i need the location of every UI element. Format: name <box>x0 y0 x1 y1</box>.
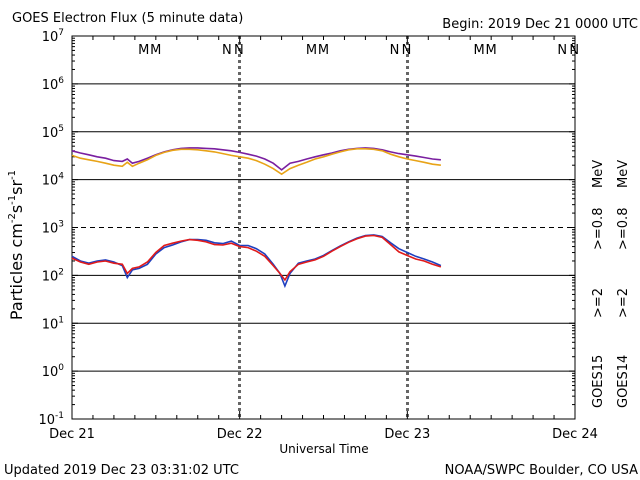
marker-letter: N <box>390 43 400 58</box>
y-label-text: sr <box>7 180 26 195</box>
legend: GOES15 >=2 >=0.8 MeV GOES14 >=2 >=0.8 MeV <box>591 160 631 408</box>
credit-text: NOAA/SWPC Boulder, CO USA <box>445 463 638 478</box>
y-tick-label: 105 <box>42 124 64 141</box>
y-tick-label: 106 <box>42 76 65 93</box>
y-tick-label: 100 <box>42 363 65 380</box>
marker-letter: M <box>138 43 149 58</box>
legend-entry: GOES14 <box>616 355 631 408</box>
legend-entry: GOES15 <box>591 355 606 408</box>
y-tick-label: 102 <box>42 267 64 284</box>
legend-entry: >=0.8 <box>616 208 631 250</box>
x-tick-label: Dec 24 <box>552 427 598 442</box>
y-tick-label: 107 <box>42 28 64 45</box>
series-line-goes15 <box>71 147 441 171</box>
marker-letter: N <box>234 43 244 58</box>
data-series <box>71 147 442 289</box>
legend-entry: >=0.8 <box>591 208 606 250</box>
y-tick-label: 103 <box>42 220 64 237</box>
begin-label: Begin: 2019 Dec 21 0000 UTC <box>442 17 638 32</box>
marker-letter: M <box>485 43 496 58</box>
y-axis-ticks: 10-1 100 101 102 103 104 105 106 107 <box>38 28 575 428</box>
y-label-exponent: -1 <box>7 170 18 180</box>
marker-letter: M <box>318 43 329 58</box>
y-tick-label: 101 <box>42 315 64 332</box>
marker-letter: N <box>557 43 567 58</box>
x-tick-label: Dec 21 <box>49 427 95 442</box>
chart-title: GOES Electron Flux (5 minute data) <box>12 11 243 26</box>
legend-entry: >=2 <box>591 288 606 318</box>
y-label-text: s <box>7 205 26 213</box>
y-tick-label: 104 <box>42 172 65 189</box>
marker-letter: M <box>473 43 484 58</box>
x-axis-ticks: Dec 21 Dec 22 Dec 23 Dec 24 <box>49 36 598 442</box>
marker-letter: M <box>150 43 161 58</box>
series-line-goes14 <box>71 148 441 176</box>
marker-letter: N <box>402 43 412 58</box>
m-n-markers: M M M M M MN N N N N N <box>138 43 579 58</box>
legend-entry: MeV <box>616 160 631 188</box>
marker-letter: N <box>222 43 232 58</box>
y-label-exponent: -2 <box>7 213 18 223</box>
x-axis-label: Universal Time <box>279 442 368 456</box>
series-line-goes14 <box>71 234 442 282</box>
series-line-goes15 <box>71 234 442 289</box>
x-tick-label: Dec 23 <box>384 427 430 442</box>
y-label-exponent: -1 <box>7 195 18 205</box>
legend-entry: MeV <box>591 160 606 188</box>
gridlines <box>72 83 575 372</box>
updated-timestamp: Updated 2019 Dec 23 03:31:02 UTC <box>4 463 239 478</box>
y-axis-label: Particles cm-2s-1sr-1 <box>7 170 26 320</box>
legend-entry: >=2 <box>616 288 631 318</box>
y-tick-label: 10-1 <box>38 411 64 428</box>
day-separators <box>238 36 409 419</box>
x-tick-label: Dec 22 <box>217 427 263 442</box>
y-label-text: Particles cm <box>7 223 26 320</box>
marker-letter: N <box>569 43 579 58</box>
marker-letter: M <box>306 43 317 58</box>
